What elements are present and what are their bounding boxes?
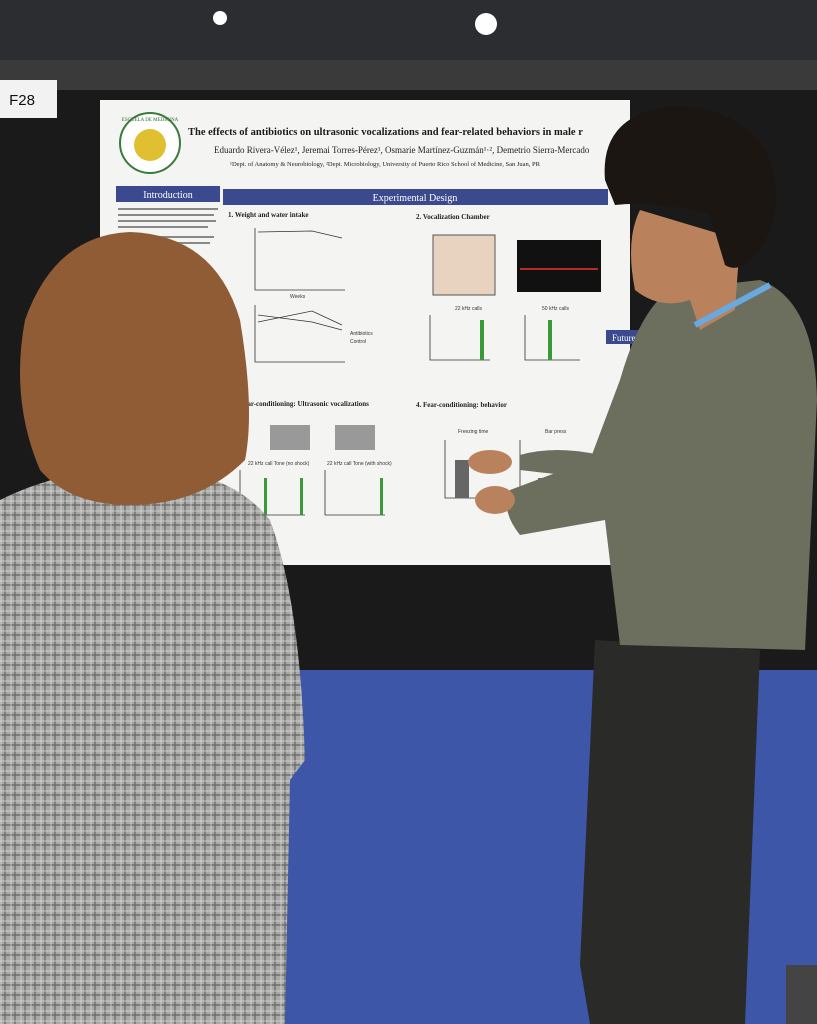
legend-label: Control (350, 339, 366, 345)
floor-object (786, 965, 817, 1024)
ceiling (0, 0, 817, 70)
man-hair (604, 106, 777, 268)
man-face (631, 210, 740, 330)
graph-title: 22 kHz call Tone (with shock) (327, 461, 392, 467)
section-title: Introduction (143, 190, 192, 201)
graph-title: Bar press (545, 429, 567, 435)
chamber-image (432, 234, 496, 296)
spectrogram (517, 240, 601, 292)
man-shirt (506, 280, 817, 650)
section-header (223, 189, 608, 205)
section-title: Experimental Design (373, 193, 458, 204)
panel-title: 2. Vocalization Chamber (416, 213, 490, 221)
light (213, 11, 227, 25)
panel-title: 1. Weight and water intake (228, 211, 308, 219)
man-sleeve (520, 450, 605, 478)
logo-text: ESCUELA DE MEDICINA (122, 118, 179, 123)
poster-title: The effects of antibiotics on ultrasonic… (188, 127, 583, 138)
booth-sign (0, 80, 57, 118)
panel-title: Fear-conditioning: Ultrasonic vocalizati… (240, 400, 369, 408)
panel-title: 4. Fear-conditioning: behavior (416, 401, 507, 409)
poster-affiliations: ¹Dept. of Anatomy & Neurobiology, ²Dept.… (230, 161, 541, 168)
graph-title: 22 kHz call Tone (no shock) (248, 461, 310, 467)
logo-emblem (134, 129, 166, 161)
poster-authors: Eduardo Rivera-Vélez¹, Jeremai Torres-Pé… (214, 145, 590, 155)
section-header (116, 186, 220, 202)
sign-label: F28 (9, 92, 35, 109)
chamber-icon (270, 425, 310, 450)
woman-jacket (0, 469, 305, 1024)
legend-label: Antibiotics (350, 331, 373, 337)
woman-hair (20, 232, 249, 505)
man-hand (468, 450, 512, 474)
graph-title: 22 kHz calls (455, 306, 482, 312)
light (475, 13, 497, 35)
chamber-icon (335, 425, 375, 450)
graph-title: 50 kHz calls (542, 306, 569, 312)
booth-frame (0, 60, 817, 90)
man-trousers (580, 640, 760, 1024)
graph-title: Freezing time (458, 429, 489, 435)
lanyard (693, 282, 772, 328)
axis-label: Weeks (290, 294, 306, 300)
man-hand (475, 486, 515, 514)
